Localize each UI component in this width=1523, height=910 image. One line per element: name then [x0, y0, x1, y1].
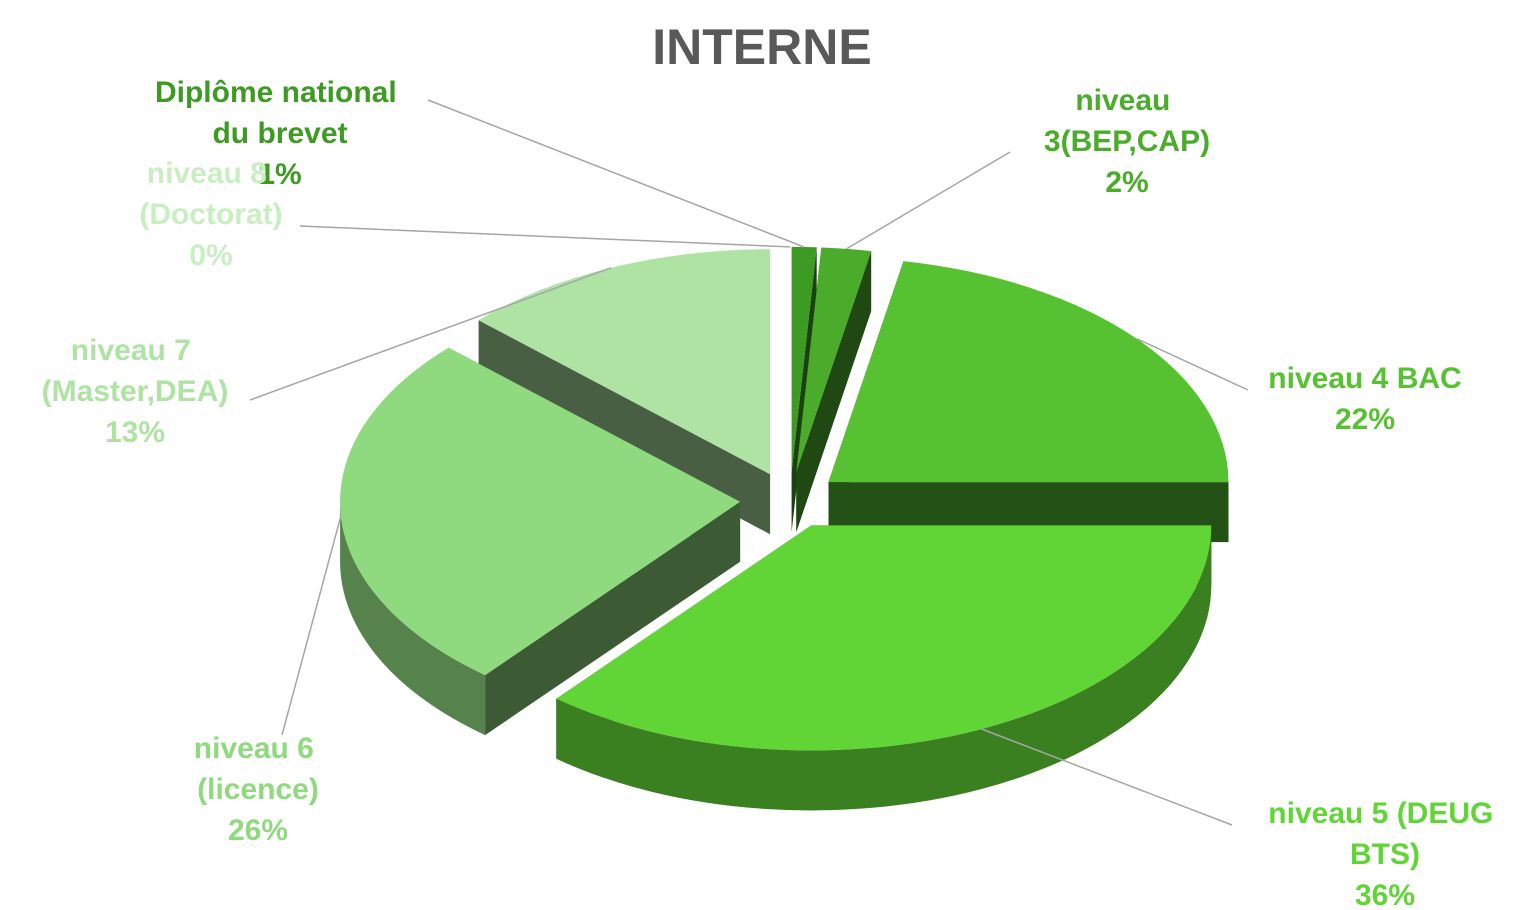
- label-line: (Master,DEA): [42, 375, 229, 408]
- label-line: niveau 8: [147, 157, 275, 190]
- data-label: niveau 5 (DEUG BTS): [1268, 797, 1501, 871]
- slice-wall: [556, 525, 1212, 811]
- leader-line: [281, 515, 342, 736]
- slice: [478, 249, 771, 475]
- slice: [796, 247, 872, 473]
- value-label: 13%: [105, 416, 165, 449]
- label-line: niveau 7: [71, 334, 199, 367]
- data-label: Diplôme national du brevet: [155, 76, 405, 150]
- slice: [828, 261, 1229, 483]
- slice-wall: [340, 501, 486, 736]
- label-line: (Doctorat): [139, 198, 282, 231]
- slice: [556, 525, 1212, 751]
- label-line: (licence): [197, 773, 319, 806]
- data-label: niveau 8 (Doctorat): [139, 157, 282, 231]
- data-label: niveau 7 (Master,DEA): [42, 334, 229, 408]
- chart-title: INTERNE: [652, 19, 871, 75]
- leader-line: [249, 266, 612, 401]
- data-label: niveau 3(BEP,CAP): [1044, 84, 1210, 158]
- label-line: 3(BEP,CAP): [1044, 125, 1210, 158]
- slice: [791, 246, 817, 472]
- label-line: niveau: [1075, 84, 1178, 117]
- value-label: 1%: [258, 158, 301, 191]
- data-label: niveau 4 BAC: [1268, 362, 1461, 395]
- label-line: BTS): [1350, 838, 1420, 871]
- label-line: niveau 6: [194, 732, 322, 765]
- value-label: 0%: [189, 239, 232, 272]
- label-line: Diplôme national: [155, 76, 405, 109]
- label-line: niveau 4 BAC: [1268, 362, 1461, 395]
- leader-line: [299, 225, 791, 248]
- leader-line: [1136, 338, 1249, 391]
- data-label: niveau 6 (licence): [194, 732, 322, 806]
- label-line: du brevet: [212, 117, 347, 150]
- leader-line: [846, 151, 1011, 250]
- slice-side: [485, 501, 741, 736]
- value-label: 36%: [1355, 879, 1415, 910]
- value-label: 22%: [1335, 403, 1395, 436]
- leader-line: [981, 728, 1233, 826]
- leader-line: [427, 99, 805, 248]
- value-label: 26%: [228, 814, 288, 847]
- slice: [340, 347, 741, 676]
- label-line: niveau 5 (DEUG: [1268, 797, 1501, 830]
- slice-side: [796, 251, 872, 533]
- value-label: 2%: [1105, 166, 1148, 199]
